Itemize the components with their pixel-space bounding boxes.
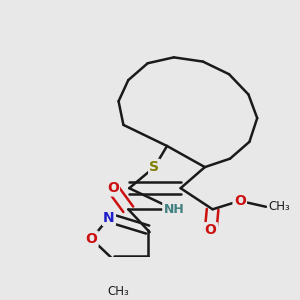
Text: NH: NH: [164, 203, 184, 216]
Text: S: S: [149, 160, 159, 174]
Text: O: O: [85, 232, 98, 246]
Text: O: O: [205, 224, 217, 237]
Text: CH₃: CH₃: [269, 200, 291, 213]
Text: O: O: [107, 181, 119, 195]
Text: O: O: [234, 194, 246, 208]
Text: N: N: [103, 211, 115, 225]
Text: CH₃: CH₃: [108, 285, 129, 298]
